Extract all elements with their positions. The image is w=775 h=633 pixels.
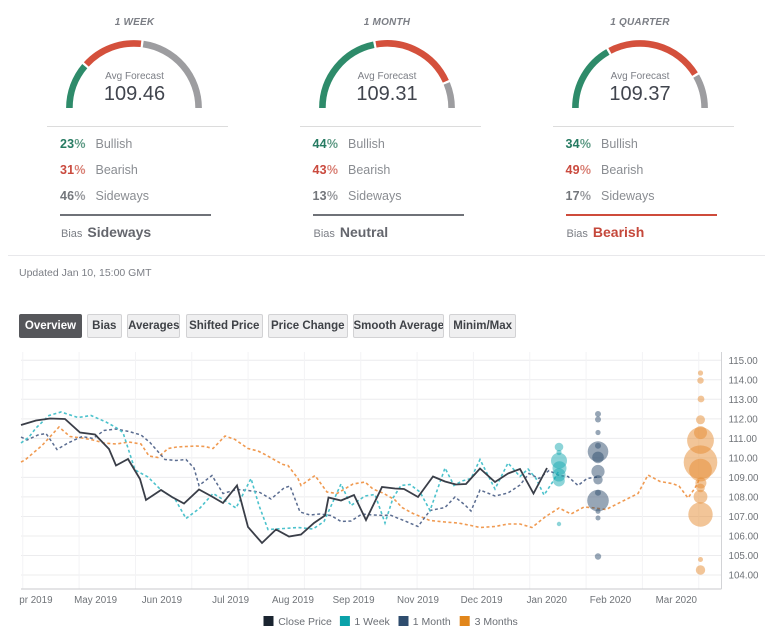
svg-text:Dec 2019: Dec 2019 — [461, 595, 503, 606]
svg-text:3 Months: 3 Months — [475, 616, 518, 628]
svg-text:105.00: 105.00 — [729, 551, 760, 562]
svg-text:Jun 2019: Jun 2019 — [142, 595, 182, 606]
svg-text:Jan 2020: Jan 2020 — [527, 595, 568, 606]
svg-text:pr 2019: pr 2019 — [19, 595, 52, 606]
svg-text:107.00: 107.00 — [729, 512, 760, 523]
svg-text:113.00: 113.00 — [729, 395, 759, 406]
svg-text:108.00: 108.00 — [729, 492, 760, 503]
svg-text:1 Month: 1 Month — [413, 616, 451, 628]
svg-text:Aug 2019: Aug 2019 — [272, 595, 314, 606]
svg-text:Jul 2019: Jul 2019 — [212, 595, 249, 606]
svg-text:106.00: 106.00 — [729, 532, 760, 543]
svg-text:1 Week: 1 Week — [354, 616, 390, 628]
svg-text:Mar 2020: Mar 2020 — [656, 595, 698, 606]
svg-text:109.00: 109.00 — [729, 473, 760, 484]
svg-text:104.00: 104.00 — [729, 571, 760, 582]
svg-text:Nov 2019: Nov 2019 — [397, 595, 439, 606]
svg-text:Sep 2019: Sep 2019 — [333, 595, 375, 606]
svg-text:May 2019: May 2019 — [74, 595, 117, 606]
svg-text:Close Price: Close Price — [278, 616, 332, 628]
svg-text:110.00: 110.00 — [729, 453, 759, 464]
svg-text:111.00: 111.00 — [729, 434, 758, 445]
svg-text:Feb 2020: Feb 2020 — [590, 595, 632, 606]
svg-text:114.00: 114.00 — [729, 375, 759, 386]
svg-text:112.00: 112.00 — [729, 414, 759, 425]
svg-text:115.00: 115.00 — [729, 356, 759, 367]
